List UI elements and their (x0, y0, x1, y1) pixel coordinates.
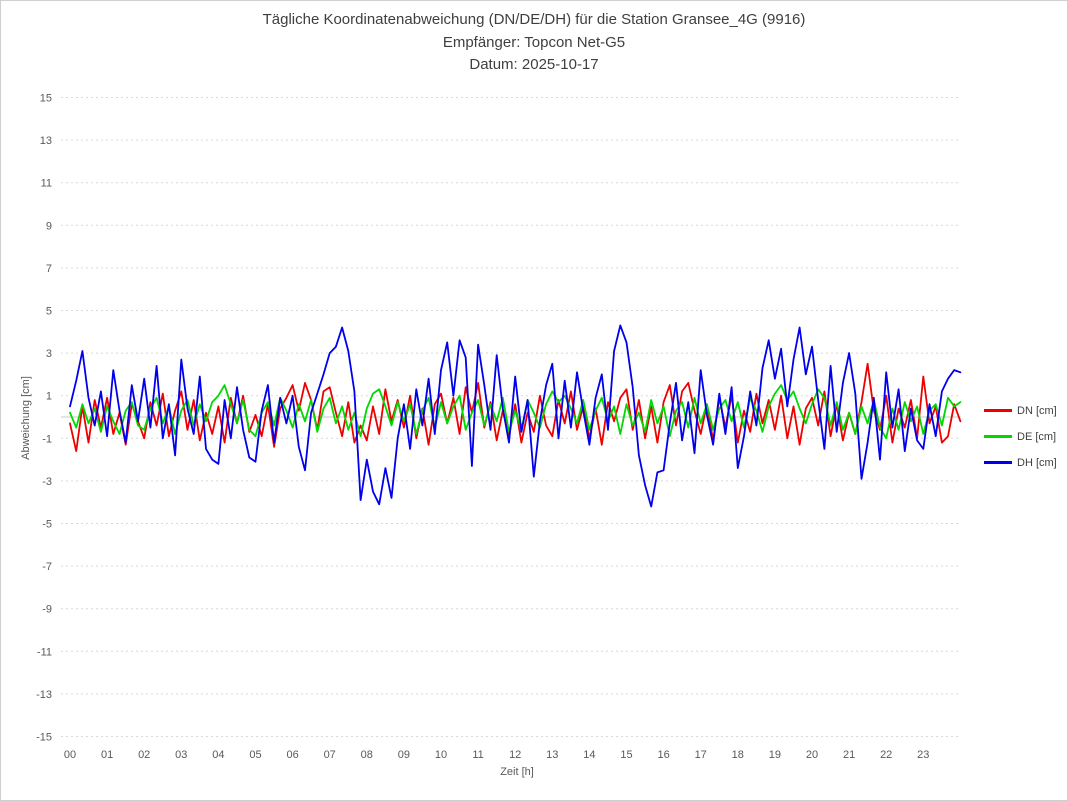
x-tick-label: 06 (286, 749, 298, 761)
chart-subtitle-date: Datum: 2025-10-17 (469, 56, 599, 73)
x-tick-label: 01 (101, 749, 113, 761)
y-tick-label: 9 (46, 220, 52, 232)
x-tick-label: 03 (175, 749, 187, 761)
x-tick-label: 22 (880, 749, 892, 761)
x-tick-label: 10 (435, 749, 447, 761)
legend-swatch-dh-icon (984, 461, 1012, 464)
x-tick-label: 20 (806, 749, 818, 761)
y-tick-label: -3 (42, 476, 52, 488)
series-line-de (69, 384, 962, 440)
x-tick-label: 21 (843, 749, 855, 761)
legend-item-dh: DH [cm] (984, 456, 1057, 469)
chart-subtitle-receiver: Empfänger: Topcon Net-G5 (442, 34, 626, 51)
x-tick-label: 04 (212, 749, 224, 761)
legend-swatch-dn-icon (984, 409, 1012, 412)
legend-label-dn: DN [cm] (1017, 404, 1057, 417)
x-tick-label: 12 (509, 749, 521, 761)
legend: DN [cm] DE [cm] DH [cm] (984, 404, 1057, 482)
y-tick-label: 13 (40, 135, 52, 147)
legend-swatch-de-icon (984, 435, 1012, 438)
y-tick-label: 7 (46, 263, 52, 275)
x-tick-label: 09 (398, 749, 410, 761)
y-tick-label: -1 (42, 433, 52, 445)
y-tick-label: -13 (36, 689, 52, 701)
y-axis-title: Abweichung [cm] (20, 376, 32, 460)
legend-item-de: DE [cm] (984, 430, 1057, 443)
y-tick-label: -11 (37, 646, 52, 658)
x-tick-label: 08 (361, 749, 373, 761)
y-tick-label: -7 (42, 561, 52, 573)
series-line-dh (69, 324, 962, 508)
x-tick-label: 13 (546, 749, 558, 761)
y-tick-label: 11 (41, 178, 52, 190)
x-tick-label: 23 (917, 749, 929, 761)
x-tick-label: 14 (583, 749, 595, 761)
x-tick-label: 19 (769, 749, 781, 761)
x-axis-title: Zeit [h] (500, 766, 534, 778)
y-tick-label: -15 (36, 732, 52, 744)
x-tick-label: 15 (620, 749, 632, 761)
legend-label-de: DE [cm] (1017, 430, 1057, 443)
x-tick-label: 18 (732, 749, 744, 761)
y-tick-label: 15 (40, 93, 52, 105)
chart-title: Tägliche Koordinatenabweichung (DN/DE/DH… (262, 11, 806, 28)
x-tick-label: 02 (138, 749, 150, 761)
x-tick-label: 16 (657, 749, 669, 761)
legend-label-dh: DH [cm] (1017, 456, 1057, 469)
series-line-dn (69, 362, 962, 453)
x-tick-label: 07 (324, 749, 336, 761)
y-tick-label: -5 (42, 519, 52, 531)
x-tick-label: 05 (249, 749, 261, 761)
y-tick-label: 5 (46, 306, 52, 318)
x-tick-label: 11 (472, 749, 483, 761)
legend-item-dn: DN [cm] (984, 404, 1057, 417)
x-tick-label: 00 (64, 749, 76, 761)
y-tick-label: 3 (46, 348, 52, 360)
y-tick-label: -9 (42, 604, 52, 616)
x-tick-label: 17 (695, 749, 707, 761)
y-tick-label: 1 (46, 391, 52, 403)
